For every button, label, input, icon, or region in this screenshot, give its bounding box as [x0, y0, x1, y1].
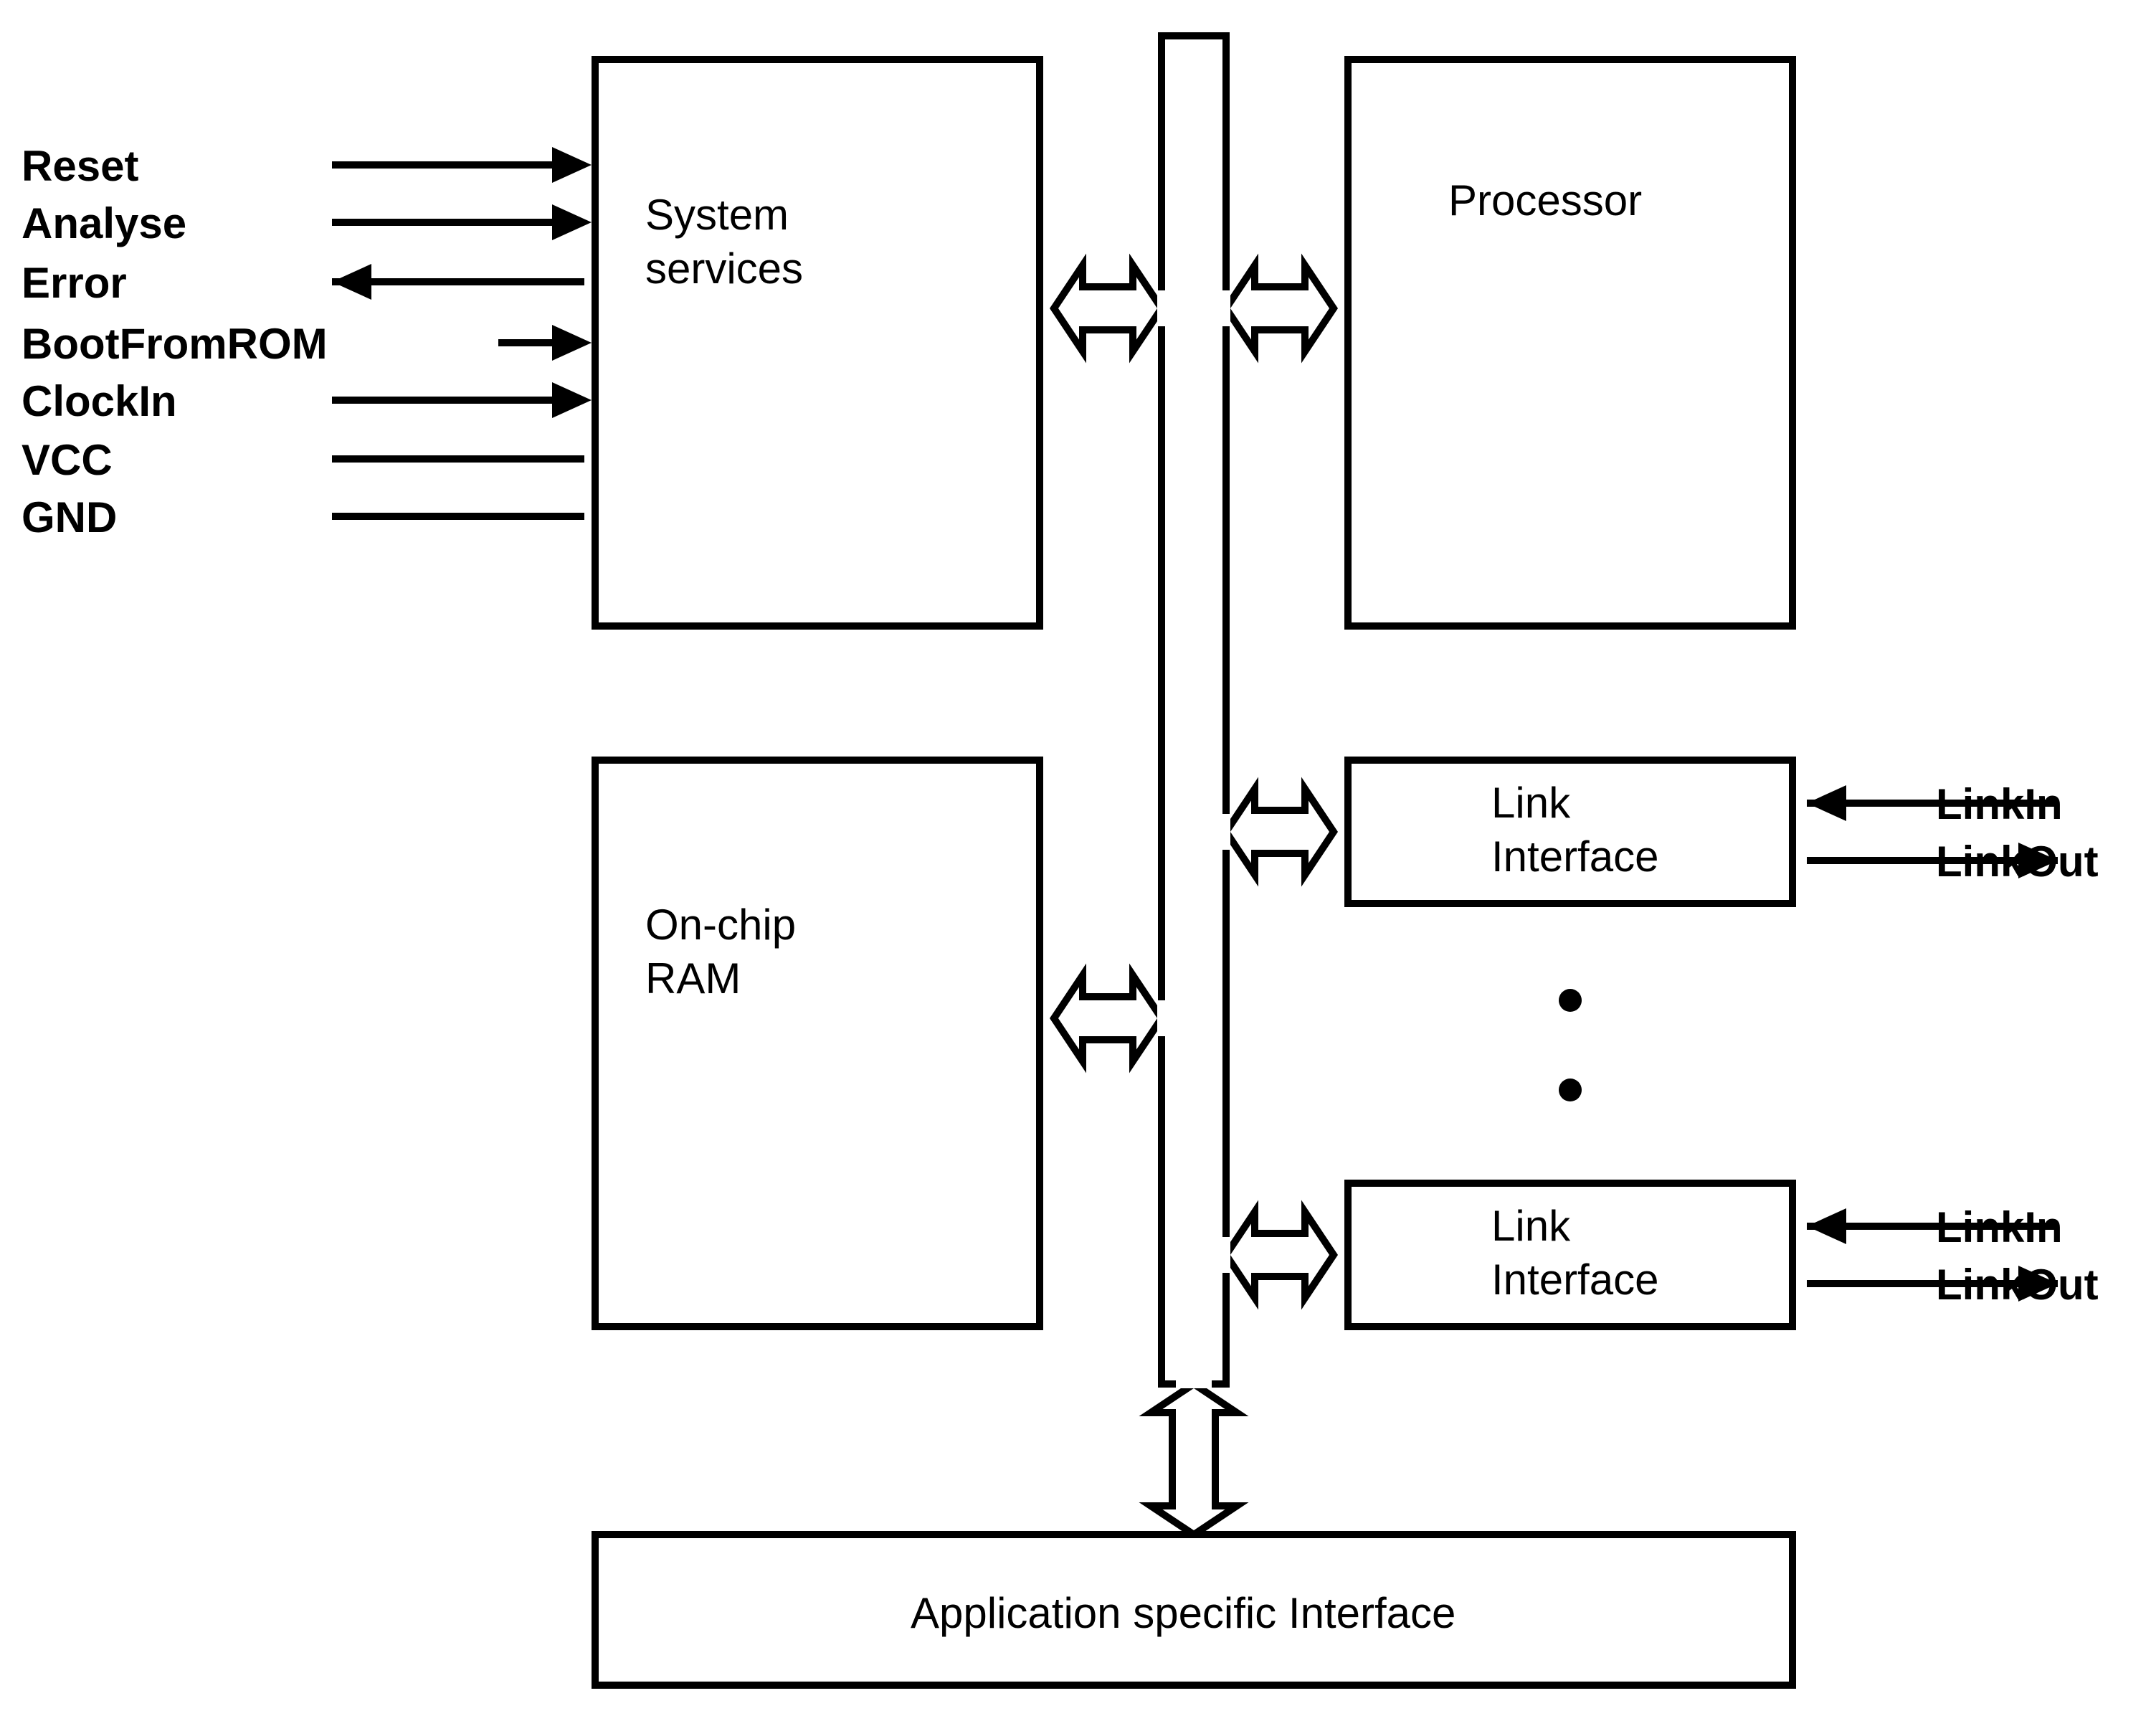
bus-connector	[1226, 265, 1334, 351]
block-label-system_services: System	[645, 191, 789, 239]
block-label-link_if_top: Interface	[1491, 833, 1658, 881]
signal-label-vcc: VCC	[22, 436, 113, 484]
signal-label-reset: Reset	[22, 142, 138, 190]
block-processor	[1348, 60, 1792, 626]
bus-connector	[1226, 789, 1334, 875]
block-label-on_chip_ram: RAM	[645, 954, 741, 1002]
bus-connector	[1054, 265, 1162, 351]
block-label-link_if_top: Link	[1491, 779, 1571, 827]
arrowhead	[332, 264, 371, 300]
block-label-system_services: services	[645, 245, 803, 293]
arrowhead	[552, 204, 592, 240]
signal-label-bootfromrom: BootFromROM	[22, 320, 328, 368]
signal-label-clockin: ClockIn	[22, 377, 177, 425]
block-label-app_if: Application specific Interface	[911, 1589, 1455, 1637]
signal-label-error: Error	[22, 259, 127, 307]
block-label-processor: Processor	[1448, 176, 1642, 224]
link-signal-label: LinkIn	[1936, 780, 2063, 828]
arrowhead	[1807, 785, 1846, 821]
bus-connector	[1226, 1212, 1334, 1298]
block-label-link_if_bot: Link	[1491, 1202, 1571, 1250]
ellipsis-dot	[1559, 1079, 1582, 1101]
block-label-link_if_bot: Interface	[1491, 1256, 1658, 1304]
block-system_services	[595, 60, 1040, 626]
block-label-on_chip_ram: On-chip	[645, 901, 796, 949]
link-signal-label: LinkIn	[1936, 1203, 2063, 1251]
arrowhead	[552, 325, 592, 361]
signal-label-gnd: GND	[22, 493, 117, 541]
arrowhead	[552, 147, 592, 183]
arrowhead	[552, 382, 592, 418]
bus-connector-vertical	[1151, 1384, 1237, 1535]
link-signal-label: LinkOut	[1936, 1261, 2099, 1309]
block-on_chip_ram	[595, 760, 1040, 1327]
bus-connector	[1054, 975, 1162, 1061]
signal-label-analyse: Analyse	[22, 199, 186, 247]
arrowhead	[1807, 1208, 1846, 1244]
bus-vertical	[1162, 36, 1226, 1384]
ellipsis-dot	[1559, 989, 1582, 1012]
link-signal-label: LinkOut	[1936, 838, 2099, 886]
